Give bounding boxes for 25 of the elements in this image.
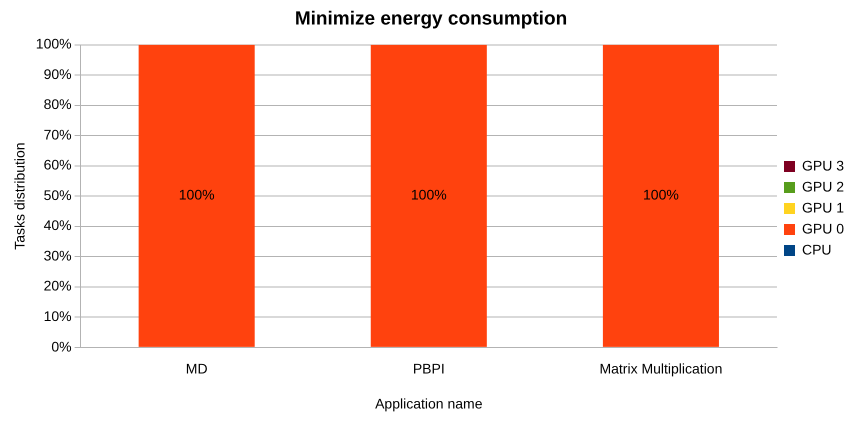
legend-label: CPU xyxy=(802,241,832,258)
x-tick-label: Matrix Multiplication xyxy=(599,360,722,377)
y-axis-title: Tasks distribution xyxy=(11,142,28,250)
legend-label: GPU 0 xyxy=(802,220,844,236)
y-tick-label: 30% xyxy=(44,247,72,264)
y-tick-label: 20% xyxy=(44,278,72,294)
x-tick-label: PBPI xyxy=(412,360,445,377)
y-tick-label: 90% xyxy=(44,66,72,82)
y-tick-label: 10% xyxy=(44,308,72,324)
y-tick-label: 80% xyxy=(44,96,72,112)
y-tick-label: 70% xyxy=(44,126,72,142)
legend-label: GPU 2 xyxy=(802,178,844,194)
y-tick-label: 0% xyxy=(51,338,72,354)
data-label: 100% xyxy=(643,186,679,203)
x-tick-label: MD xyxy=(186,360,208,377)
data-label: 100% xyxy=(410,186,447,203)
legend-label: GPU 1 xyxy=(802,199,844,216)
chart-title: Minimize energy consumption xyxy=(294,8,568,30)
x-axis-title: Application name xyxy=(375,395,483,412)
y-tick-label: 50% xyxy=(44,186,72,203)
y-tick-label: 60% xyxy=(44,156,72,173)
y-tick-label: 40% xyxy=(44,217,72,234)
y-tick-label: 100% xyxy=(36,36,72,52)
data-label: 100% xyxy=(178,186,215,203)
legend-label: GPU 3 xyxy=(802,157,844,174)
